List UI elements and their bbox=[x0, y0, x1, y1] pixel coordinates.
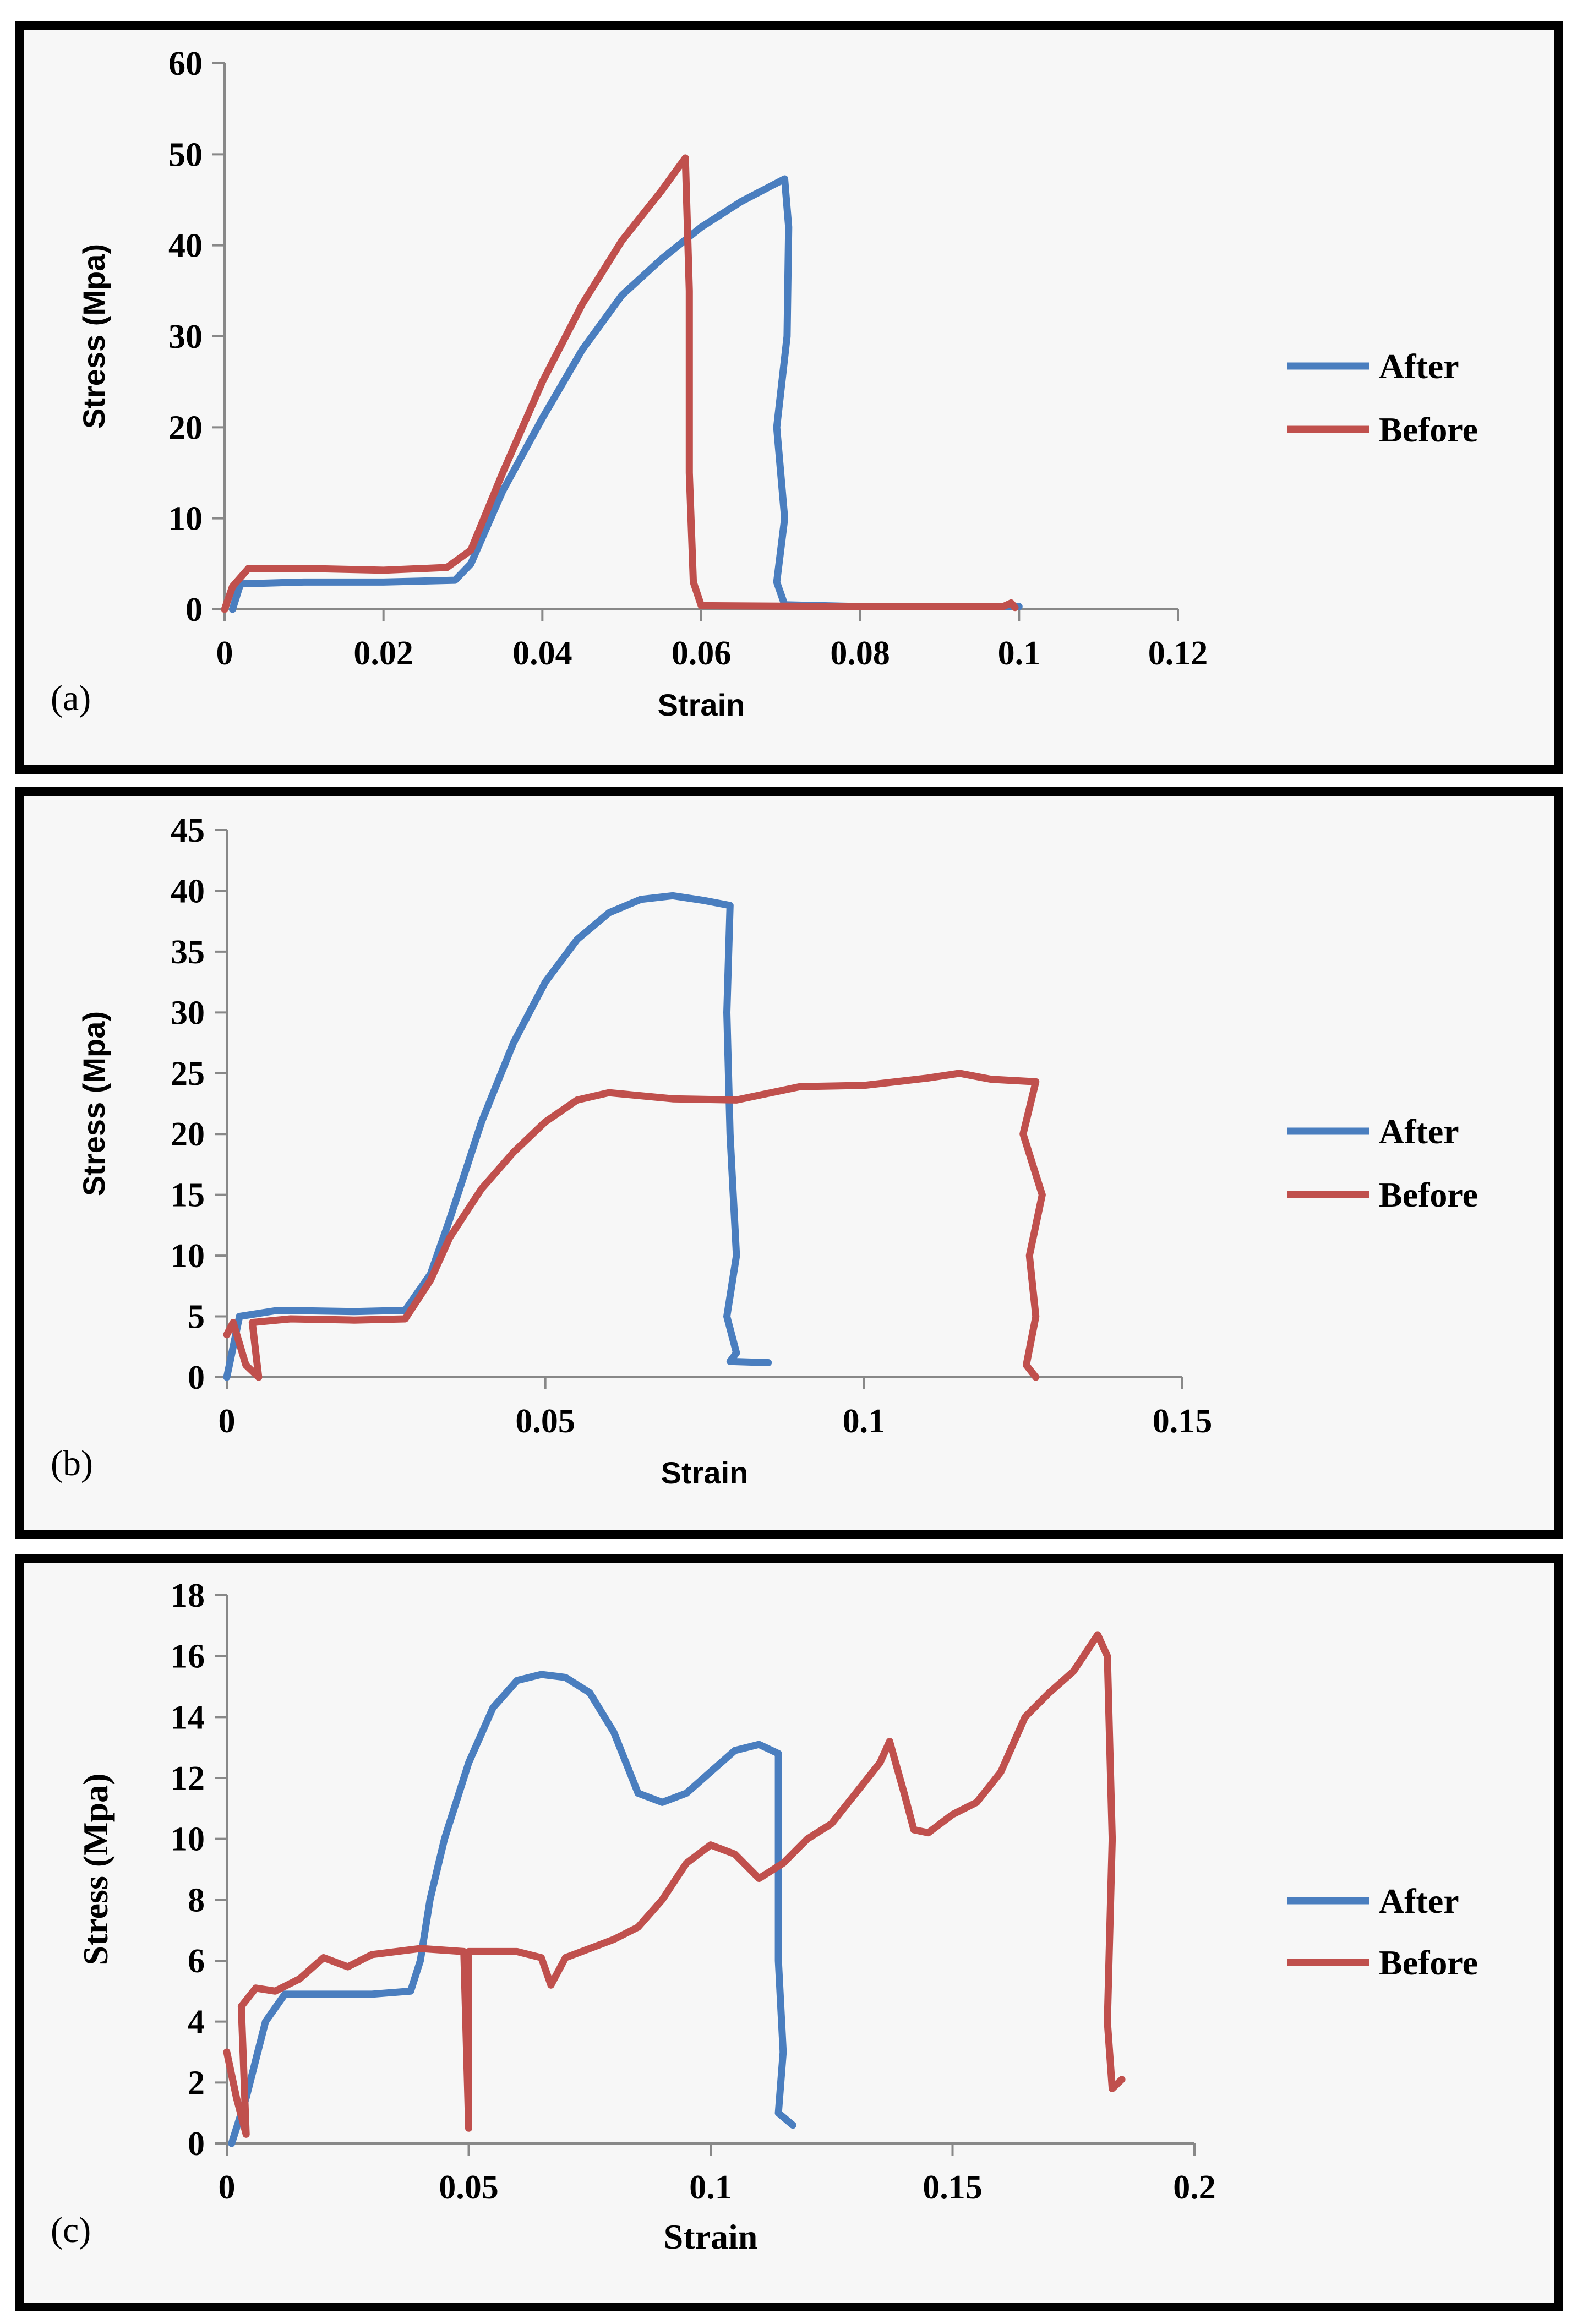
panel-c bbox=[15, 1554, 1563, 2311]
y-tick-label: 20 bbox=[171, 1116, 205, 1153]
y-tick-label: 30 bbox=[168, 318, 203, 356]
x-axis-label: Strain bbox=[661, 1455, 749, 1490]
y-tick-label: 14 bbox=[171, 1699, 205, 1736]
y-axis-label: Stress (Mpa) bbox=[76, 1774, 115, 1966]
y-tick-label: 5 bbox=[188, 1299, 205, 1336]
x-tick-label: 0 bbox=[219, 1403, 236, 1440]
x-tick-label: 0.15 bbox=[1153, 1403, 1213, 1440]
x-axis-label: Strain bbox=[658, 688, 745, 722]
y-tick-label: 35 bbox=[171, 934, 205, 971]
y-tick-label: 15 bbox=[171, 1177, 205, 1214]
legend-label-after: After bbox=[1379, 347, 1459, 386]
y-tick-label: 10 bbox=[171, 1237, 205, 1275]
panel-label: (c) bbox=[51, 2210, 91, 2250]
legend-label-before: Before bbox=[1379, 1175, 1478, 1214]
panel-label: (b) bbox=[51, 1443, 93, 1483]
y-tick-label: 18 bbox=[171, 1577, 205, 1614]
y-tick-label: 8 bbox=[188, 1881, 205, 1919]
y-tick-label: 25 bbox=[171, 1055, 205, 1093]
y-tick-label: 12 bbox=[171, 1760, 205, 1797]
legend-label-after: After bbox=[1379, 1881, 1459, 1921]
series-line-after bbox=[223, 892, 772, 1381]
x-tick-label: 0.05 bbox=[515, 1403, 575, 1440]
x-axis-label: Strain bbox=[664, 2217, 758, 2256]
y-tick-label: 6 bbox=[188, 1943, 205, 1980]
x-tick-label: 0.15 bbox=[923, 2169, 983, 2206]
y-axis-label: Stress (Mpa) bbox=[77, 1011, 111, 1196]
y-tick-label: 20 bbox=[168, 409, 203, 446]
y-tick-label: 4 bbox=[188, 2004, 205, 2041]
x-tick-label: 0.12 bbox=[1148, 635, 1208, 672]
y-tick-label: 50 bbox=[168, 136, 203, 173]
x-tick-label: 0.1 bbox=[998, 635, 1041, 672]
x-tick-label: 0 bbox=[216, 635, 233, 672]
y-tick-label: 30 bbox=[171, 994, 205, 1032]
y-tick-label: 40 bbox=[171, 872, 205, 910]
x-tick-label: 0.02 bbox=[353, 635, 413, 672]
legend-label-before: Before bbox=[1379, 1943, 1478, 1982]
series-line-after bbox=[228, 1671, 796, 2147]
panel-b bbox=[15, 787, 1563, 1539]
x-tick-label: 0.04 bbox=[512, 635, 572, 672]
panel-a bbox=[15, 21, 1563, 774]
series-line-before bbox=[223, 1631, 1126, 2138]
x-tick-label: 0.1 bbox=[843, 1403, 886, 1440]
chart-3: 0 2 4 6 8 10 12 14 16 18 0 0.05 0.1 0.15 0.2 Strain Stre… bbox=[51, 1577, 1478, 2256]
y-tick-label: 0 bbox=[188, 2125, 205, 2163]
y-tick-label: 60 bbox=[168, 45, 203, 83]
y-tick-label: 10 bbox=[168, 500, 203, 538]
y-tick-label: 10 bbox=[171, 1821, 205, 1858]
x-tick-label: 0.2 bbox=[1173, 2169, 1216, 2206]
legend-label-after: After bbox=[1379, 1112, 1459, 1151]
x-tick-label: 0.1 bbox=[689, 2169, 732, 2206]
y-tick-label: 16 bbox=[171, 1638, 205, 1676]
series-line-after bbox=[228, 175, 1023, 613]
x-tick-label: 0 bbox=[219, 2169, 236, 2206]
chart-1: 0 10 20 30 40 50 60 0 0.02 0.04 0.06 0.08 0.1 0.12 Str… bbox=[51, 45, 1478, 722]
x-tick-label: 0.06 bbox=[672, 635, 732, 672]
series-line-before bbox=[221, 154, 1019, 613]
legend-label-before: Before bbox=[1379, 410, 1478, 449]
y-tick-label: 0 bbox=[188, 1359, 205, 1396]
y-axis-label: Stress (Mpa) bbox=[77, 244, 111, 429]
x-tick-label: 0.05 bbox=[439, 2169, 499, 2206]
series-line-before bbox=[223, 1070, 1046, 1381]
chart-2: 0 5 10 15 20 25 30 35 40 45 0 0.05 0.1 0.15 Strain Stre… bbox=[51, 812, 1478, 1490]
x-tick-label: 0.08 bbox=[830, 635, 890, 672]
y-tick-label: 2 bbox=[188, 2064, 205, 2102]
y-tick-label: 0 bbox=[185, 591, 203, 629]
panel-label: (a) bbox=[51, 678, 91, 718]
y-tick-label: 40 bbox=[168, 227, 203, 265]
y-tick-label: 45 bbox=[171, 812, 205, 849]
